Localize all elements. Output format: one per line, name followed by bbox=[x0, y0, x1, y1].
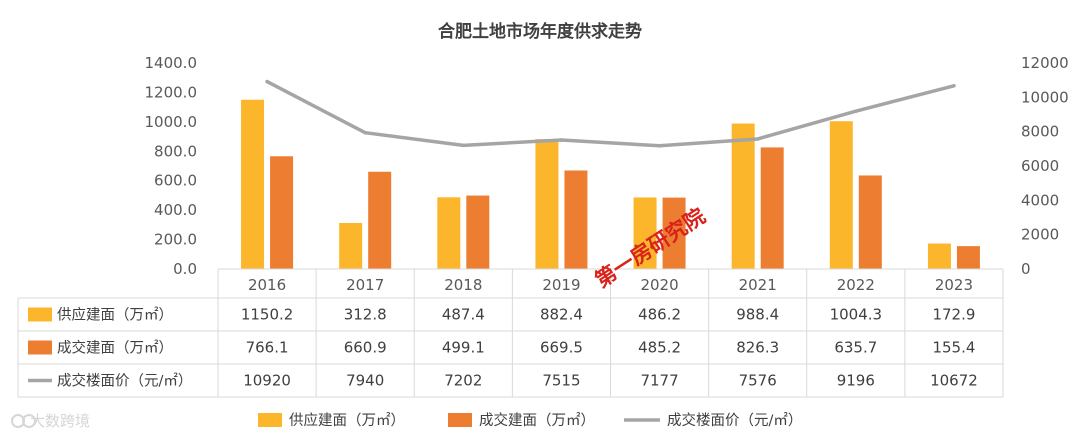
legend-label: 成交建面（万㎡） bbox=[479, 411, 595, 429]
bar-supply-2021 bbox=[731, 123, 755, 270]
data-label: 1004.3 bbox=[830, 306, 883, 324]
bar-supply-2016 bbox=[241, 99, 265, 269]
bar-deal-2020 bbox=[662, 197, 686, 269]
data-label: 766.1 bbox=[246, 339, 289, 357]
legend-swatch bbox=[258, 413, 282, 427]
x-tick-label: 2022 bbox=[837, 276, 875, 294]
data-label: 660.9 bbox=[344, 339, 387, 357]
y-right-tick-label: 6000 bbox=[1021, 157, 1059, 175]
legend-swatch bbox=[448, 413, 472, 427]
data-label: 10920 bbox=[243, 372, 291, 390]
data-label: 486.2 bbox=[638, 306, 681, 324]
y-left-tick-label: 200.0 bbox=[154, 231, 197, 249]
bar-supply-2018 bbox=[437, 197, 461, 269]
table-row-label: 供应建面（万㎡） bbox=[57, 306, 173, 324]
data-table-grid bbox=[17, 268, 1004, 398]
dashuju-logo-icon bbox=[11, 414, 36, 428]
bar-deal-2022 bbox=[858, 175, 882, 269]
bar-supply-2017 bbox=[339, 222, 363, 269]
price-point-2018 bbox=[461, 143, 466, 148]
x-tick-label: 2017 bbox=[346, 276, 384, 294]
legend-label: 供应建面（万㎡） bbox=[289, 411, 405, 429]
data-label: 485.2 bbox=[638, 339, 681, 357]
data-label: 487.4 bbox=[442, 306, 485, 324]
data-label: 7177 bbox=[640, 372, 678, 390]
y-right-tick-label: 0 bbox=[1021, 260, 1031, 278]
x-tick-label: 2016 bbox=[248, 276, 286, 294]
y-left-tick-label: 800.0 bbox=[154, 142, 197, 160]
bar-deal-2017 bbox=[368, 171, 392, 269]
x-tick-label: 2020 bbox=[640, 276, 678, 294]
price-point-2016 bbox=[265, 79, 269, 84]
data-label: 7515 bbox=[542, 372, 580, 390]
price-point-2020 bbox=[657, 143, 662, 148]
data-label: 7576 bbox=[739, 372, 777, 390]
y-left-tick-label: 1200.0 bbox=[145, 83, 198, 101]
y-right-tick-label: 4000 bbox=[1021, 191, 1059, 209]
bar-supply-2023 bbox=[927, 243, 951, 269]
data-label: 7202 bbox=[444, 372, 482, 390]
price-point-2021 bbox=[755, 137, 760, 141]
price-point-2023 bbox=[952, 83, 956, 88]
bar-deal-2021 bbox=[760, 147, 784, 269]
data-label: 1150.2 bbox=[241, 306, 294, 324]
data-label: 9196 bbox=[837, 372, 875, 390]
data-label: 10672 bbox=[930, 372, 978, 390]
y-left-tick-label: 1400.0 bbox=[145, 54, 198, 72]
data-label: 499.1 bbox=[442, 339, 485, 357]
data-label: 312.8 bbox=[344, 306, 387, 324]
table-row-label: 成交建面（万㎡） bbox=[57, 339, 173, 357]
y-left-tick-label: 0.0 bbox=[173, 260, 197, 278]
bar-supply-2020 bbox=[633, 197, 657, 269]
x-tick-label: 2023 bbox=[935, 276, 973, 294]
data-label: 7940 bbox=[346, 372, 384, 390]
data-label: 172.9 bbox=[932, 306, 975, 324]
bar-deal-2016 bbox=[270, 156, 294, 269]
bar-deal-2018 bbox=[466, 195, 490, 269]
y-right-tick-label: 12000 bbox=[1021, 54, 1069, 72]
y-right-tick-label: 2000 bbox=[1021, 226, 1059, 244]
x-tick-label: 2019 bbox=[542, 276, 580, 294]
data-label: 988.4 bbox=[736, 306, 779, 324]
price-line bbox=[266, 79, 955, 148]
price-point-2022 bbox=[854, 109, 858, 113]
x-tick-label: 2018 bbox=[444, 276, 482, 294]
table-row-label: 成交楼面价（元/㎡） bbox=[57, 372, 192, 390]
price-point-2017 bbox=[363, 130, 367, 135]
data-label: 882.4 bbox=[540, 306, 583, 324]
table-legend-swatch bbox=[28, 307, 52, 322]
chart-title: 合肥土地市场年度供求走势 bbox=[438, 21, 642, 42]
y-left-tick-label: 400.0 bbox=[154, 201, 197, 219]
bar-supply-2019 bbox=[535, 139, 559, 269]
data-label: 155.4 bbox=[932, 339, 975, 357]
legend-label: 成交楼面价（元/㎡） bbox=[667, 411, 802, 429]
bar-deal-2023 bbox=[956, 246, 980, 269]
bar-deal-2019 bbox=[564, 170, 588, 269]
data-label: 635.7 bbox=[834, 339, 877, 357]
data-label: 669.5 bbox=[540, 339, 583, 357]
watermark-text: 大数跨境 bbox=[30, 412, 90, 430]
price-point-2019 bbox=[559, 138, 564, 142]
y-right-tick-label: 8000 bbox=[1021, 123, 1059, 141]
y-left-tick-label: 1000.0 bbox=[145, 113, 198, 131]
logo-ring bbox=[22, 414, 36, 428]
table-legend-swatch bbox=[28, 340, 52, 355]
bar-supply-2022 bbox=[829, 121, 853, 269]
x-tick-label: 2021 bbox=[739, 276, 777, 294]
y-right-tick-label: 10000 bbox=[1021, 88, 1069, 106]
y-left-tick-label: 600.0 bbox=[154, 172, 197, 190]
data-label: 826.3 bbox=[736, 339, 779, 357]
